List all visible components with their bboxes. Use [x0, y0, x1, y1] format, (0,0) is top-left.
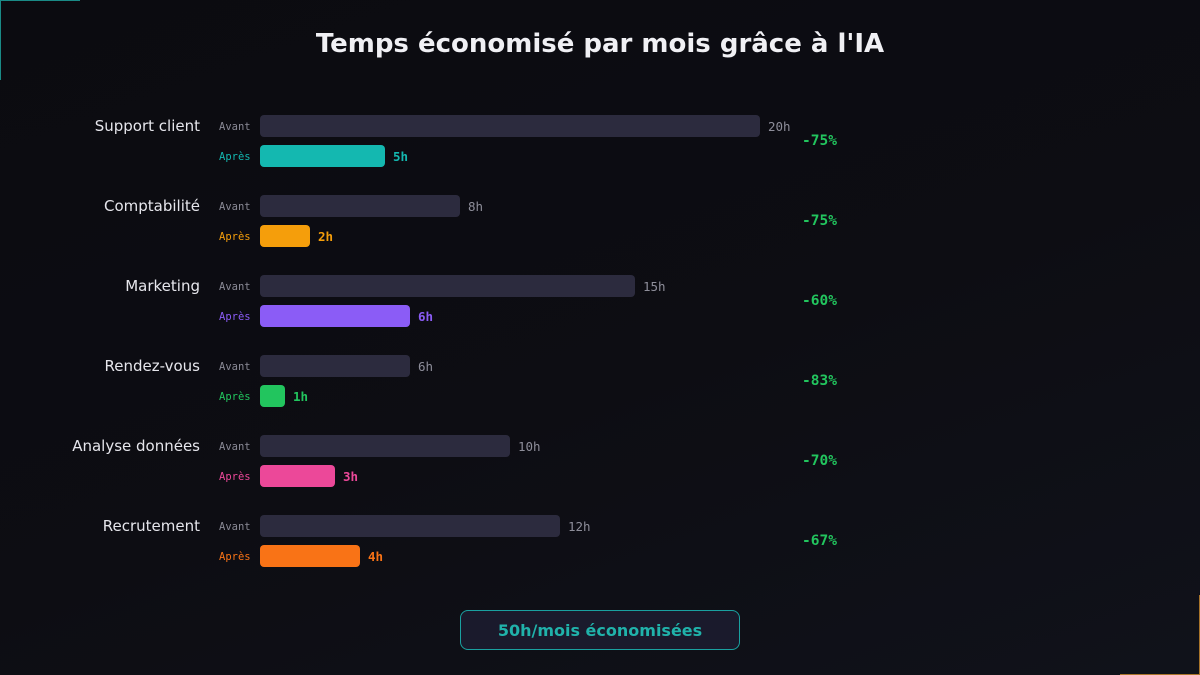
reduction-percent: -75% [802, 133, 837, 149]
category-group: Comptabilité Avant 8h Après 2h -75% [0, 194, 1200, 248]
category-label: Comptabilité [104, 197, 200, 215]
before-row: Avant 20h [0, 115, 1200, 137]
category-label: Analyse données [72, 437, 200, 455]
before-bar [260, 195, 460, 217]
reduction-percent: -75% [802, 213, 837, 229]
after-bar [260, 545, 360, 567]
after-row: Après 3h [0, 465, 1200, 487]
before-row: Avant 10h [0, 435, 1200, 457]
after-label: Après [219, 391, 251, 403]
after-value: 5h [393, 149, 409, 164]
before-label: Avant [219, 521, 251, 533]
after-row: Après 5h [0, 145, 1200, 167]
after-label: Après [219, 231, 251, 243]
category-label: Rendez-vous [104, 357, 201, 375]
before-row: Avant 12h [0, 515, 1200, 537]
corner-decoration-bottom-right [1120, 595, 1200, 675]
after-bar [260, 145, 385, 167]
corner-decoration-top-left [0, 0, 80, 80]
category-label: Marketing [125, 277, 200, 295]
after-row: Après 2h [0, 225, 1200, 247]
before-label: Avant [219, 441, 251, 453]
before-bar [260, 435, 510, 457]
after-row: Après 1h [0, 385, 1200, 407]
before-value: 10h [518, 439, 541, 454]
after-value: 2h [318, 229, 334, 244]
after-value: 6h [418, 309, 434, 324]
before-value: 6h [418, 359, 434, 374]
after-row: Après 6h [0, 305, 1200, 327]
before-value: 8h [468, 199, 484, 214]
before-bar [260, 515, 560, 537]
category-group: Analyse données Avant 10h Après 3h -70% [0, 434, 1200, 488]
reduction-percent: -70% [802, 453, 837, 469]
before-label: Avant [219, 281, 251, 293]
after-bar [260, 465, 335, 487]
chart-title: Temps économisé par mois grâce à l'IA [315, 29, 885, 59]
after-label: Après [219, 551, 251, 563]
before-value: 15h [643, 279, 666, 294]
before-row: Avant 15h [0, 275, 1200, 297]
category-group: Support client Avant 20h Après 5h -75% [0, 114, 1200, 168]
total-savings-badge: 50h/mois économisées [460, 610, 740, 650]
after-value: 3h [343, 469, 359, 484]
after-label: Après [219, 151, 251, 163]
category-group: Marketing Avant 15h Après 6h -60% [0, 274, 1200, 328]
before-label: Avant [219, 201, 251, 213]
before-bar [260, 355, 410, 377]
reduction-percent: -83% [802, 373, 837, 389]
before-row: Avant 6h [0, 355, 1200, 377]
after-row: Après 4h [0, 545, 1200, 567]
after-value: 1h [293, 389, 309, 404]
after-bar [260, 385, 285, 407]
after-bar [260, 225, 310, 247]
before-row: Avant 8h [0, 195, 1200, 217]
before-value: 12h [568, 519, 591, 534]
reduction-percent: -67% [802, 533, 837, 549]
reduction-percent: -60% [802, 293, 837, 309]
category-group: Rendez-vous Avant 6h Après 1h -83% [0, 354, 1200, 408]
category-group: Recrutement Avant 12h Après 4h -67% [0, 514, 1200, 568]
category-label: Support client [94, 117, 200, 135]
after-value: 4h [368, 549, 384, 564]
after-label: Après [219, 311, 251, 323]
after-label: Après [219, 471, 251, 483]
category-label: Recrutement [102, 517, 200, 535]
before-label: Avant [219, 361, 251, 373]
before-bar [260, 275, 635, 297]
before-bar [260, 115, 760, 137]
before-label: Avant [219, 121, 251, 133]
after-bar [260, 305, 410, 327]
before-value: 20h [768, 119, 791, 134]
